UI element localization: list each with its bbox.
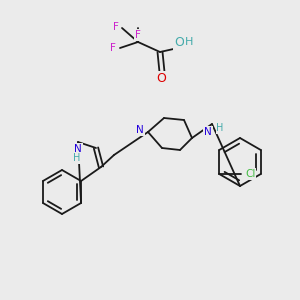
Text: O: O: [156, 71, 166, 85]
Text: H: H: [73, 153, 81, 163]
Text: F: F: [110, 43, 116, 53]
Text: N: N: [74, 144, 82, 154]
Text: H: H: [185, 37, 193, 47]
Text: H: H: [216, 123, 224, 133]
Text: Cl: Cl: [245, 169, 255, 179]
Text: O: O: [174, 35, 184, 49]
Text: F: F: [135, 30, 141, 40]
Text: N: N: [204, 127, 212, 137]
Text: F: F: [113, 22, 119, 32]
Text: N: N: [136, 125, 144, 135]
